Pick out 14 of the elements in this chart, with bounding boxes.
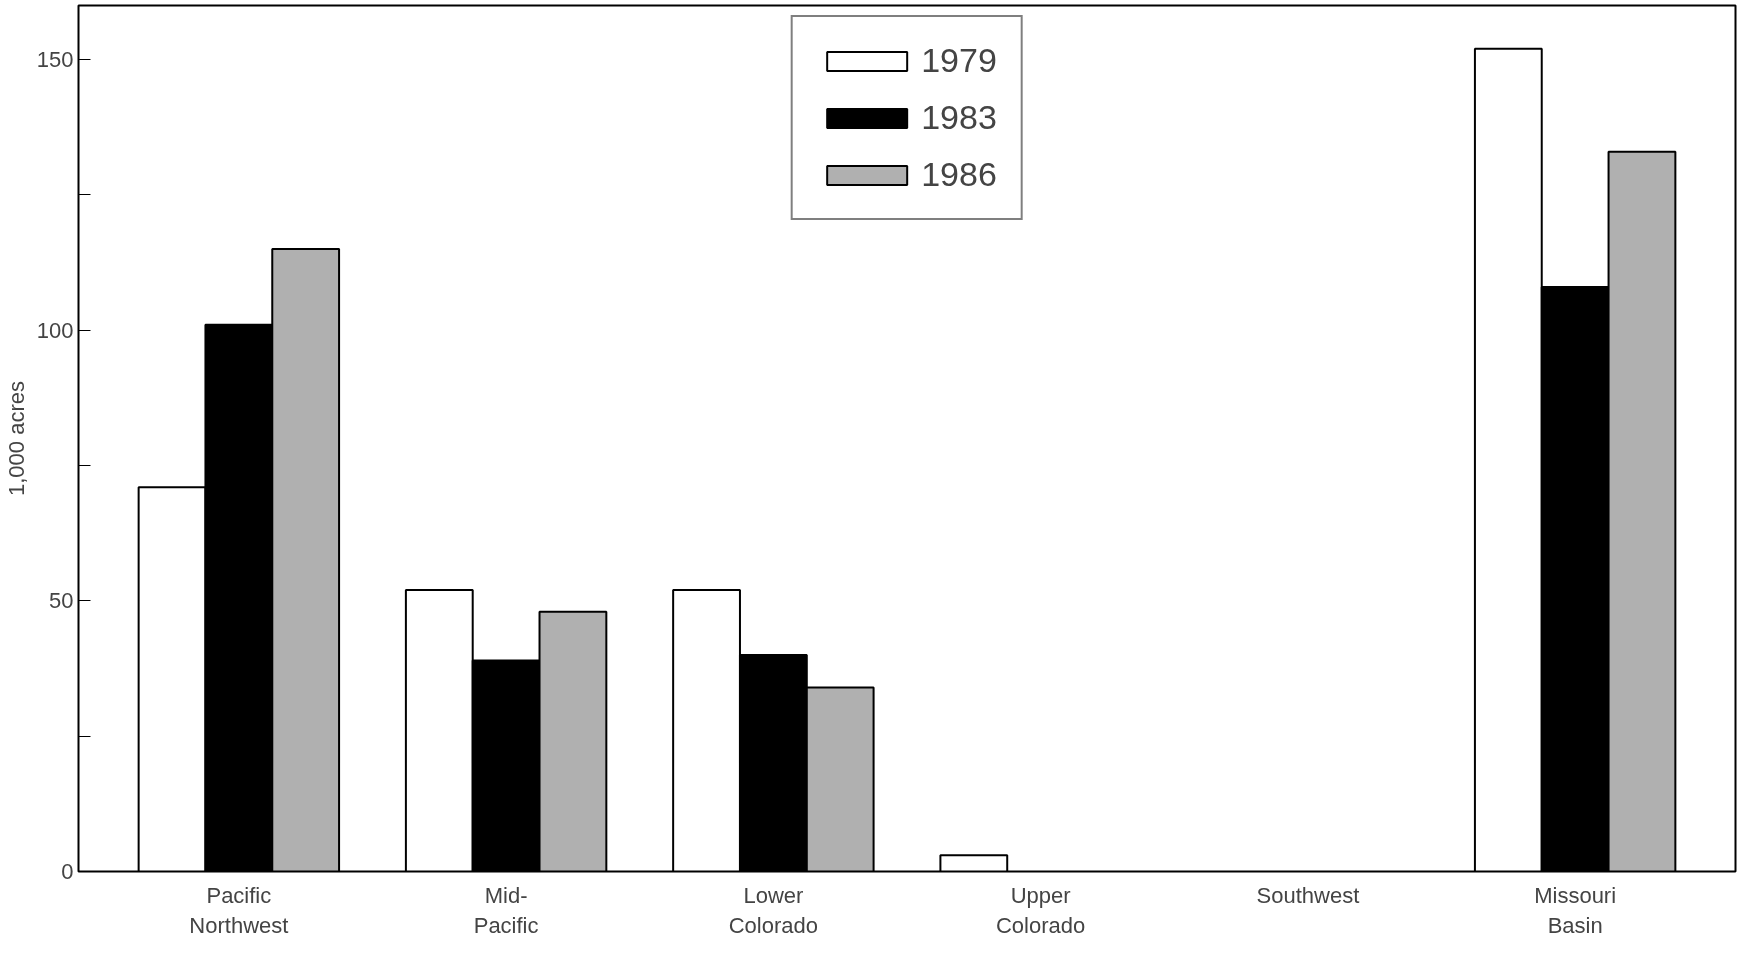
x-tick-label: Mid- Pacific — [473, 882, 539, 938]
legend-label: 1986 — [921, 155, 997, 194]
x-tick-label: Pacific Northwest — [189, 882, 289, 938]
y-tick-label: 150 — [36, 47, 74, 73]
legend-label: 1983 — [921, 98, 997, 137]
y-axis-title: 1,000 acres — [3, 381, 29, 496]
y-tick-label: 100 — [36, 317, 74, 343]
x-tick-label: Upper Colorado — [995, 882, 1086, 938]
x-tick-label: Lower Colorado — [728, 882, 819, 938]
y-tick-label: 50 — [49, 588, 74, 614]
x-tick-label: Missouri Basin — [1534, 882, 1617, 938]
legend-label: 1979 — [921, 41, 997, 80]
y-tick-label: 0 — [61, 859, 74, 884]
x-tick-label: Southwest — [1256, 882, 1360, 908]
